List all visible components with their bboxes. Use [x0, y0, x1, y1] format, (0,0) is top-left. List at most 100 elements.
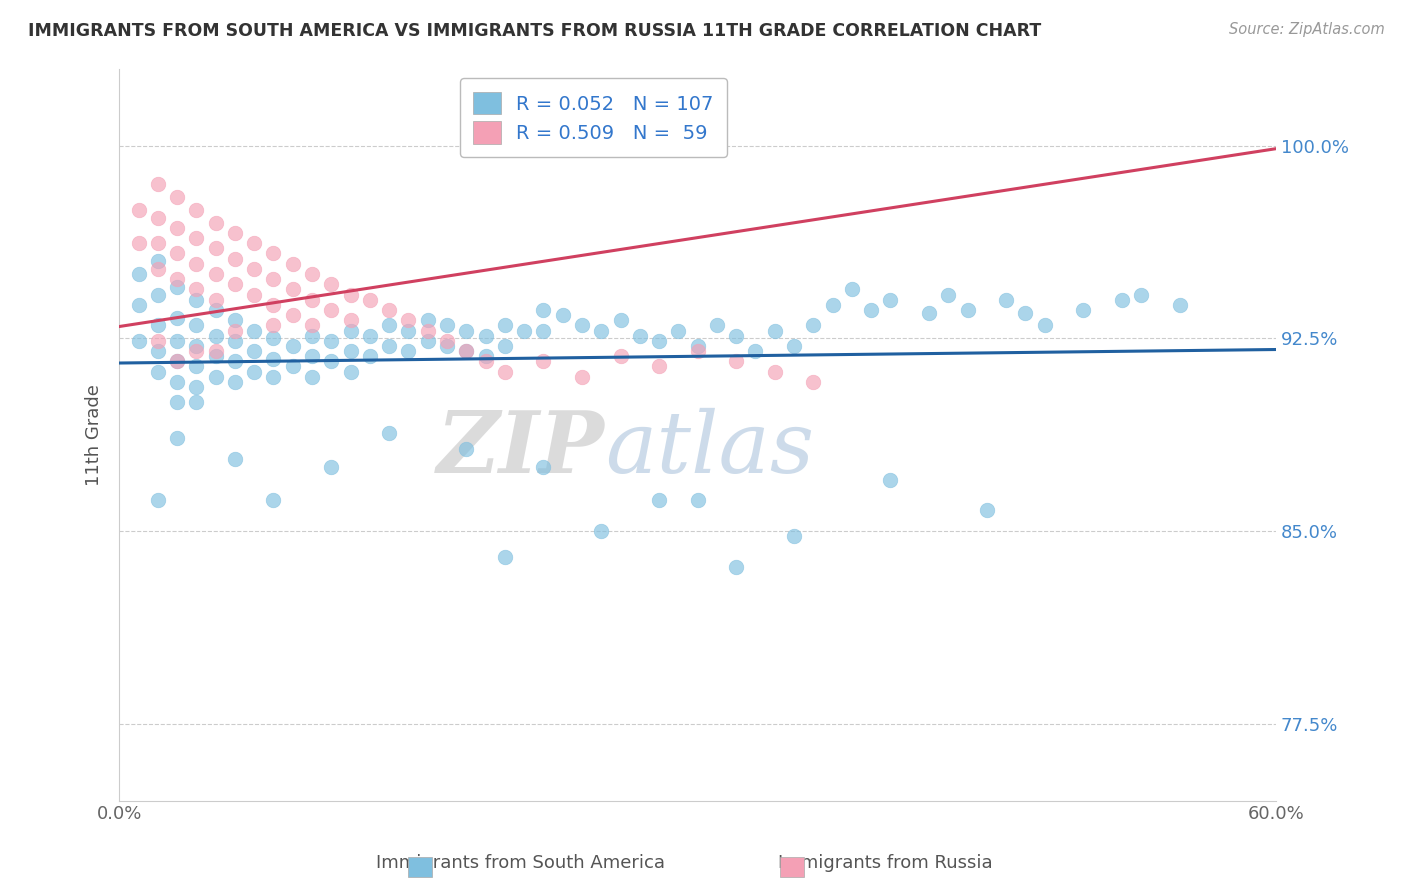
Text: Immigrants from South America: Immigrants from South America: [375, 855, 665, 872]
Point: [281, 257, 304, 271]
Point: [648, 334, 671, 348]
Point: [879, 473, 901, 487]
Text: Immigrants from Russia: Immigrants from Russia: [779, 855, 993, 872]
Point: [686, 493, 709, 508]
Point: [204, 349, 226, 363]
Point: [494, 339, 516, 353]
Point: [243, 261, 266, 276]
Point: [204, 241, 226, 255]
Point: [166, 432, 188, 446]
Point: [146, 236, 169, 251]
Point: [474, 349, 496, 363]
Point: [879, 293, 901, 307]
Point: [146, 211, 169, 225]
Point: [263, 351, 285, 366]
Point: [146, 334, 169, 348]
Point: [166, 334, 188, 348]
Text: IMMIGRANTS FROM SOUTH AMERICA VS IMMIGRANTS FROM RUSSIA 11TH GRADE CORRELATION C: IMMIGRANTS FROM SOUTH AMERICA VS IMMIGRA…: [28, 22, 1042, 40]
Point: [281, 282, 304, 296]
Point: [146, 254, 169, 268]
Point: [186, 395, 208, 409]
Point: [204, 267, 226, 281]
Point: [166, 246, 188, 260]
Point: [1111, 293, 1133, 307]
Point: [648, 493, 671, 508]
Point: [224, 226, 246, 240]
Point: [918, 305, 941, 319]
Point: [166, 354, 188, 368]
Point: [531, 459, 554, 474]
Point: [1130, 287, 1153, 301]
Point: [301, 349, 323, 363]
Point: [166, 272, 188, 286]
Point: [243, 344, 266, 359]
Point: [416, 313, 439, 327]
Point: [609, 313, 631, 327]
Point: [186, 318, 208, 333]
Point: [263, 246, 285, 260]
Point: [204, 216, 226, 230]
Point: [186, 344, 208, 359]
Point: [243, 365, 266, 379]
Point: [956, 303, 979, 318]
Point: [1168, 298, 1191, 312]
Point: [224, 313, 246, 327]
Point: [166, 190, 188, 204]
Point: [243, 287, 266, 301]
Point: [801, 375, 824, 389]
Point: [339, 344, 361, 359]
Point: [551, 308, 574, 322]
Point: [474, 354, 496, 368]
Point: [725, 328, 748, 343]
Point: [301, 369, 323, 384]
Point: [936, 287, 959, 301]
Point: [783, 529, 806, 543]
Text: atlas: atlas: [605, 408, 814, 491]
Point: [609, 349, 631, 363]
Point: [186, 380, 208, 394]
Point: [706, 318, 728, 333]
Point: [494, 549, 516, 564]
Legend: R = 0.052   N = 107, R = 0.509   N =  59: R = 0.052 N = 107, R = 0.509 N = 59: [460, 78, 727, 157]
Point: [224, 324, 246, 338]
Point: [841, 282, 863, 296]
Point: [763, 324, 786, 338]
Point: [436, 318, 458, 333]
Point: [1071, 303, 1094, 318]
Point: [339, 324, 361, 338]
Point: [128, 267, 150, 281]
Point: [224, 252, 246, 266]
Point: [378, 303, 401, 318]
Point: [146, 365, 169, 379]
Point: [186, 282, 208, 296]
Point: [456, 344, 478, 359]
Point: [243, 324, 266, 338]
Point: [416, 324, 439, 338]
Point: [531, 303, 554, 318]
Point: [378, 339, 401, 353]
Point: [224, 354, 246, 368]
Point: [281, 339, 304, 353]
Point: [166, 220, 188, 235]
Point: [128, 236, 150, 251]
Point: [321, 354, 343, 368]
Point: [416, 334, 439, 348]
Point: [186, 202, 208, 217]
Point: [166, 310, 188, 325]
Text: ZIP: ZIP: [437, 408, 605, 491]
Point: [166, 375, 188, 389]
Point: [359, 293, 381, 307]
Point: [128, 202, 150, 217]
Point: [263, 493, 285, 508]
Point: [128, 298, 150, 312]
Point: [186, 359, 208, 374]
Point: [146, 261, 169, 276]
Point: [591, 324, 613, 338]
Point: [263, 331, 285, 345]
Point: [243, 236, 266, 251]
Point: [1033, 318, 1056, 333]
Point: [281, 359, 304, 374]
Point: [821, 298, 844, 312]
Point: [666, 324, 689, 338]
Point: [976, 503, 998, 517]
